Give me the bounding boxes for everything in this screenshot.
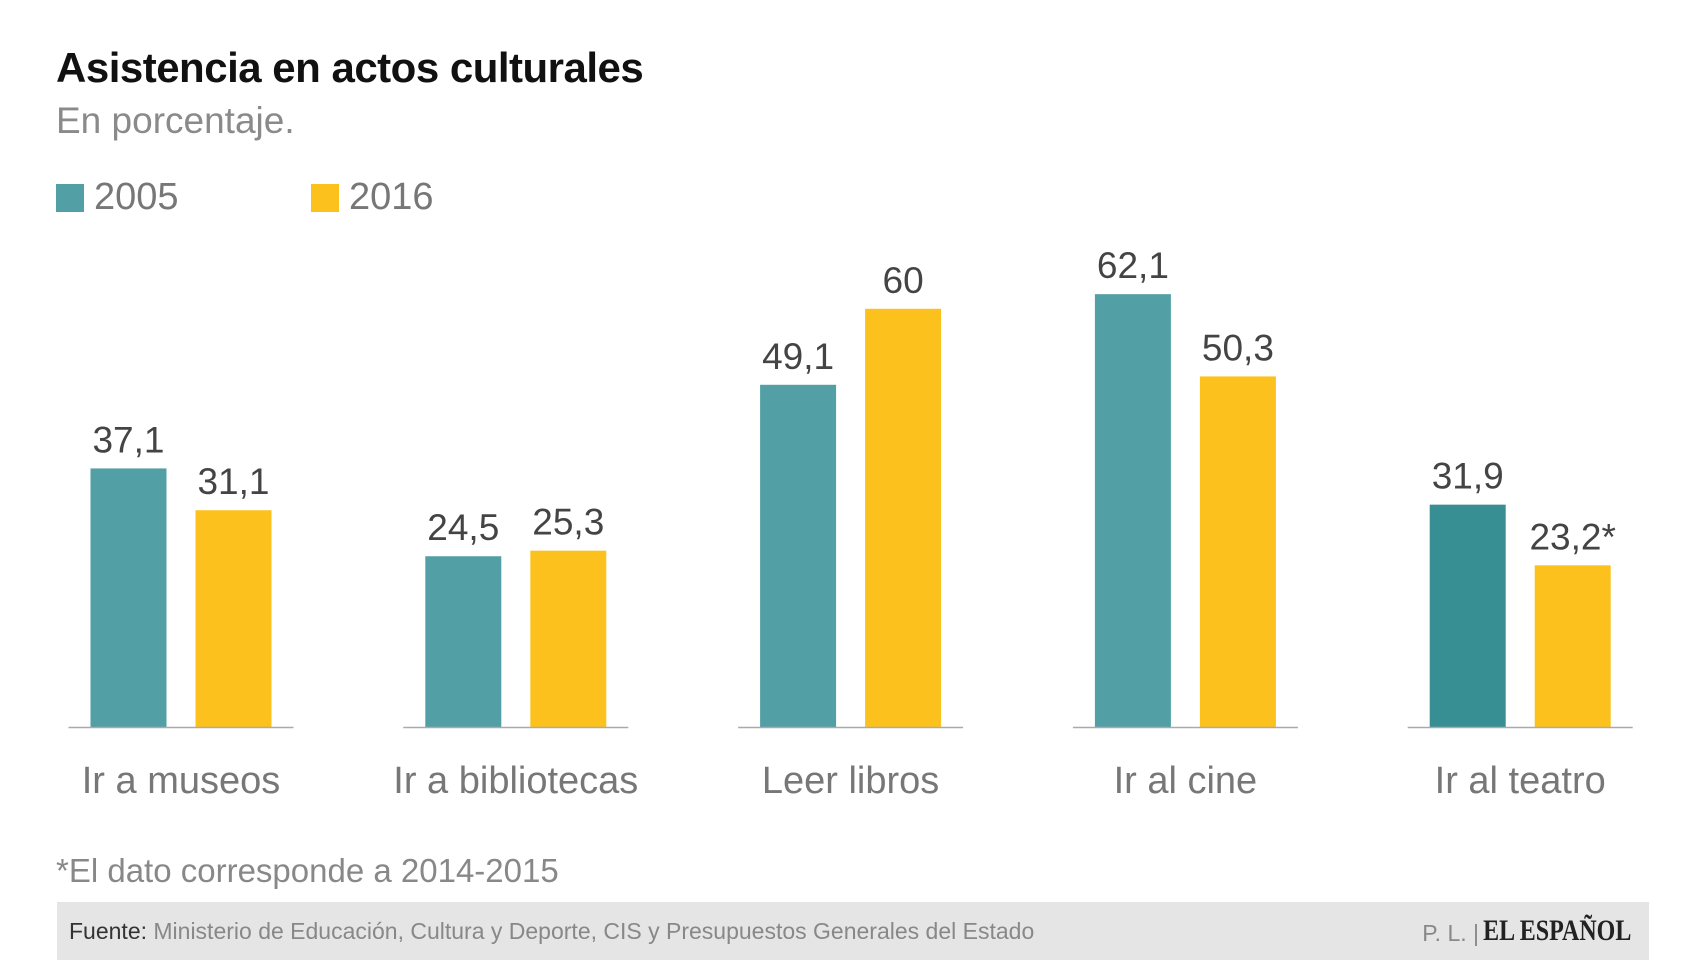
footnote: *El dato corresponde a 2014-2015 [56, 852, 559, 889]
chart-title: Asistencia en actos culturales [56, 44, 644, 91]
author-credit: P. L. | [1422, 920, 1479, 946]
category-label: Leer libros [762, 760, 939, 802]
data-label-2005: 24,5 [427, 507, 499, 548]
bar-2005 [425, 556, 502, 727]
source-body: Ministerio de Educación, Cultura y Depor… [153, 918, 1035, 944]
legend-label-2005: 2005 [94, 176, 179, 218]
data-label-2016: 31,1 [197, 461, 269, 502]
footer-source-bar: Fuente: Ministerio de Educación, Cultura… [57, 902, 1649, 960]
data-label-2016: 60 [883, 260, 924, 301]
el-espanol-logo: EL ESPAÑOL [1482, 914, 1631, 947]
source-text: Fuente: Ministerio de Educación, Cultura… [69, 918, 1034, 945]
category-label: Ir al teatro [1435, 760, 1606, 802]
data-label-2005: 62,1 [1097, 245, 1169, 286]
category-label: Ir al cine [1114, 760, 1258, 802]
chart-subtitle: En porcentaje. [56, 100, 295, 141]
bar-2016 [865, 308, 942, 727]
category-label: Ir a museos [82, 760, 281, 802]
data-label-2005: 31,9 [1432, 456, 1504, 497]
data-label-2016: 23,2* [1529, 516, 1615, 557]
bar-2016 [530, 550, 607, 727]
bar-2005 [1094, 294, 1171, 727]
legend-item-2005: 2005 [56, 176, 179, 219]
data-label-2016: 50,3 [1202, 327, 1274, 368]
data-label-2016: 25,3 [532, 502, 604, 543]
bar-2005 [90, 468, 167, 727]
bar-2016 [195, 510, 272, 727]
legend-label-2016: 2016 [349, 176, 434, 218]
legend-item-2016: 2016 [311, 176, 434, 219]
legend-swatch-2016 [311, 183, 339, 212]
bar-2005 [1429, 504, 1506, 727]
data-label-2005: 49,1 [762, 336, 834, 377]
legend-swatch-2005 [56, 183, 84, 212]
category-label: Ir a bibliotecas [393, 760, 638, 802]
source-label: Fuente: [69, 918, 147, 944]
bar-2016 [1534, 565, 1611, 727]
data-label-2005: 37,1 [92, 419, 164, 460]
bar-2005 [760, 384, 837, 727]
bar-2016 [1199, 376, 1276, 727]
